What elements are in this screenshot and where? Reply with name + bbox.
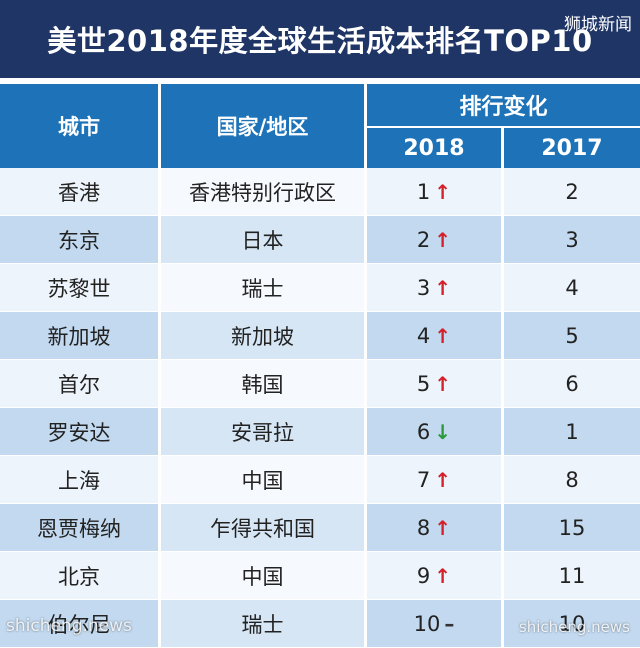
- cell-country: 新加坡: [161, 312, 364, 359]
- cell-rank-2017: 3: [504, 216, 640, 263]
- table-body: 香港 香港特别行政区 1 ↑ 2 东京 日本 2 ↑ 3 苏黎世 瑞士 3 ↑ 4 新加坡 新加坡 4 ↑ 5 首尔 韩国…: [0, 168, 640, 648]
- cell-country: 日本: [161, 216, 364, 263]
- cell-city: 香港: [0, 168, 158, 215]
- title-text: 美世2018年度全球生活成本排名TOP10: [47, 24, 593, 58]
- arrow-up-icon: ↑: [434, 227, 452, 252]
- table-header: 城市 国家/地区 排行变化 2018 2017: [0, 84, 640, 168]
- rank-2018-value: 3: [416, 275, 431, 300]
- table-row: 首尔 韩国 5 ↑ 6: [0, 360, 640, 408]
- rank-2018-value: 10: [413, 611, 441, 636]
- cell-city: 新加坡: [0, 312, 158, 359]
- cell-country: 瑞士: [161, 600, 364, 647]
- cell-rank-2018: 8 ↑: [367, 504, 501, 551]
- arrow-up-icon: ↑: [434, 515, 452, 540]
- cell-rank-2017: 11: [504, 552, 640, 599]
- cell-rank-2018: 4 ↑: [367, 312, 501, 359]
- arrow-up-icon: ↑: [434, 563, 452, 588]
- cell-city: 上海: [0, 456, 158, 503]
- header-year-2017: 2017: [504, 128, 640, 168]
- cell-city: 东京: [0, 216, 158, 263]
- arrow-up-icon: ↑: [434, 275, 452, 300]
- cell-city: 伯尔尼: [0, 600, 158, 647]
- arrow-up-icon: ↑: [434, 323, 452, 348]
- cell-country: 瑞士: [161, 264, 364, 311]
- cell-country: 中国: [161, 456, 364, 503]
- table-row: 罗安达 安哥拉 6 ↓ 1: [0, 408, 640, 456]
- cell-rank-2017: 2: [504, 168, 640, 215]
- rank-2018-value: 4: [416, 323, 431, 348]
- cell-rank-2017: 15: [504, 504, 640, 551]
- arrow-up-icon: ↑: [434, 371, 452, 396]
- page-title: 美世2018年度全球生活成本排名TOP10: [0, 0, 640, 78]
- cell-city: 首尔: [0, 360, 158, 407]
- table-row: 香港 香港特别行政区 1 ↑ 2: [0, 168, 640, 216]
- cell-rank-2018: 10–: [367, 600, 501, 647]
- cell-rank-2018: 3 ↑: [367, 264, 501, 311]
- table-row: 新加坡 新加坡 4 ↑ 5: [0, 312, 640, 360]
- dash-icon: –: [444, 611, 455, 636]
- cell-rank-2017: 10: [504, 600, 640, 647]
- cell-country: 香港特别行政区: [161, 168, 364, 215]
- cell-rank-2018: 9 ↑: [367, 552, 501, 599]
- table-row: 苏黎世 瑞士 3 ↑ 4: [0, 264, 640, 312]
- watermark-bottom-right: shicheng.news: [518, 618, 630, 636]
- header-rank-change: 排行变化: [367, 84, 640, 126]
- cell-city: 北京: [0, 552, 158, 599]
- cell-rank-2018: 1 ↑: [367, 168, 501, 215]
- watermark-bottom-left: shicheng.news: [6, 616, 132, 636]
- rank-2018-value: 5: [416, 371, 431, 396]
- arrow-up-icon: ↑: [434, 179, 452, 204]
- header-year-2018: 2018: [367, 128, 501, 168]
- cell-country: 安哥拉: [161, 408, 364, 455]
- rank-2018-value: 9: [416, 563, 431, 588]
- table-row: 伯尔尼 瑞士 10–10: [0, 600, 640, 648]
- arrow-down-icon: ↓: [434, 419, 452, 444]
- rank-2018-value: 6: [416, 419, 431, 444]
- cell-rank-2018: 5 ↑: [367, 360, 501, 407]
- table-row: 北京 中国 9 ↑ 11: [0, 552, 640, 600]
- arrow-up-icon: ↑: [434, 467, 452, 492]
- rank-2018-value: 1: [416, 179, 431, 204]
- watermark-top: 狮城新闻: [564, 15, 632, 35]
- cell-rank-2017: 5: [504, 312, 640, 359]
- cell-city: 罗安达: [0, 408, 158, 455]
- cell-country: 中国: [161, 552, 364, 599]
- rank-2018-value: 8: [416, 515, 431, 540]
- table-row: 东京 日本 2 ↑ 3: [0, 216, 640, 264]
- header-city: 城市: [0, 84, 158, 168]
- cell-rank-2017: 6: [504, 360, 640, 407]
- header-country: 国家/地区: [161, 84, 364, 168]
- cell-city: 苏黎世: [0, 264, 158, 311]
- cell-rank-2018: 7 ↑: [367, 456, 501, 503]
- rank-2018-value: 2: [416, 227, 431, 252]
- table-row: 上海 中国 7 ↑ 8: [0, 456, 640, 504]
- cell-rank-2017: 8: [504, 456, 640, 503]
- cell-country: 乍得共和国: [161, 504, 364, 551]
- cell-rank-2018: 6 ↓: [367, 408, 501, 455]
- cell-rank-2017: 4: [504, 264, 640, 311]
- cell-rank-2017: 1: [504, 408, 640, 455]
- cell-rank-2018: 2 ↑: [367, 216, 501, 263]
- cell-city: 恩贾梅纳: [0, 504, 158, 551]
- table-row: 恩贾梅纳 乍得共和国 8 ↑ 15: [0, 504, 640, 552]
- cell-country: 韩国: [161, 360, 364, 407]
- rank-2018-value: 7: [416, 467, 431, 492]
